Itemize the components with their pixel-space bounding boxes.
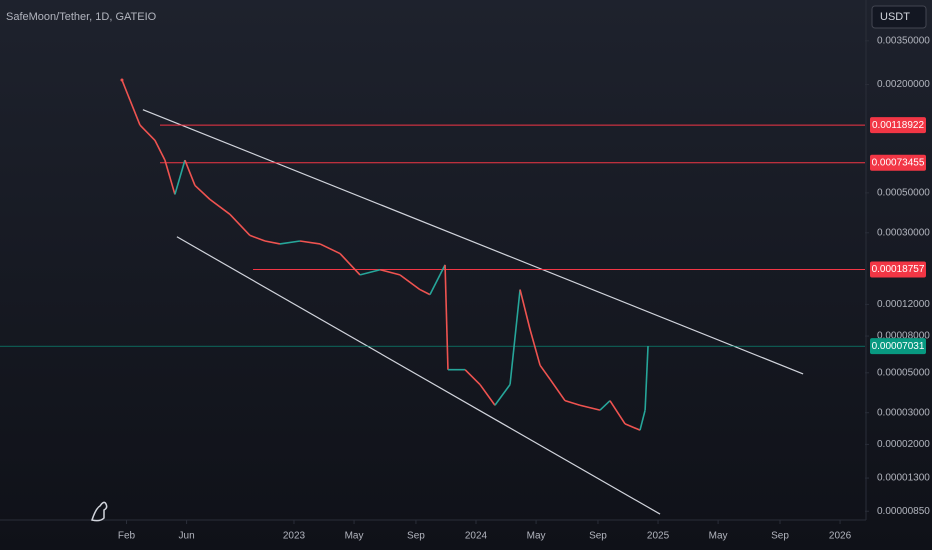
price-segment [339, 252, 361, 276]
y-tick-label: 0.00003000 [877, 407, 930, 418]
price-segment [121, 79, 131, 101]
y-tick-label: 0.00001300 [877, 473, 930, 484]
x-tick-label: Sep [407, 531, 425, 542]
price-label-box [870, 261, 926, 278]
x-tick-label: Jun [179, 531, 195, 542]
trend-line [176, 236, 661, 515]
chart-title: SafeMoon/Tether, 1D, GATEIO [6, 11, 157, 23]
price-segment [639, 409, 646, 431]
price-segment [379, 268, 401, 276]
price-label: 0.00007031 [872, 341, 925, 352]
price-label-box [870, 117, 926, 134]
price-segment [264, 240, 281, 245]
x-tick-label: 2025 [647, 531, 670, 542]
price-label-box [870, 154, 926, 171]
price-segment [279, 240, 301, 245]
price-segment [174, 159, 186, 195]
price-segment [644, 346, 649, 411]
currency-label[interactable]: USDT [880, 11, 910, 23]
price-segment [624, 423, 641, 431]
x-tick-label: May [709, 531, 728, 542]
y-tick-label: 0.00200000 [877, 79, 930, 90]
price-segment [464, 369, 481, 386]
price-segment [249, 234, 266, 242]
x-tick-label: May [345, 531, 364, 542]
x-tick-label: 2026 [829, 531, 852, 542]
price-segment [194, 184, 211, 200]
y-tick-label: 0.00350000 [877, 35, 930, 46]
price-segment [564, 399, 581, 407]
price-segment [429, 264, 446, 295]
y-tick-label: 0.00008000 [877, 331, 930, 342]
price-label: 0.00073455 [872, 157, 925, 168]
y-tick-label: 0.00050000 [877, 188, 930, 199]
x-tick-label: Sep [771, 531, 789, 542]
price-segment [444, 264, 449, 370]
price-segment [164, 159, 176, 195]
price-segment [599, 400, 611, 411]
price-segment [494, 384, 511, 406]
price-segment [549, 378, 566, 402]
y-tick-label: 0.00000850 [877, 506, 930, 517]
price-segment [184, 159, 196, 186]
price-segment [319, 243, 341, 255]
price-segment [139, 124, 156, 141]
price-segment [209, 198, 231, 215]
price-segment [539, 364, 551, 380]
price-segment [399, 274, 421, 291]
y-tick-label: 0.00030000 [877, 227, 930, 238]
logo [91, 501, 108, 522]
x-tick-label: 2023 [283, 531, 306, 542]
price-label: 0.00018757 [872, 264, 925, 275]
x-tick-label: Feb [118, 531, 136, 542]
x-tick-label: 2024 [465, 531, 488, 542]
price-segment [529, 329, 541, 366]
price-segment [519, 289, 531, 330]
y-tick-label: 0.00002000 [877, 439, 930, 450]
price-label-box [870, 338, 926, 355]
price-segment [579, 404, 601, 411]
trend-line [142, 109, 804, 375]
price-segment [359, 268, 381, 276]
price-segment [609, 400, 626, 425]
price-segment [419, 288, 431, 296]
currency-button[interactable] [871, 5, 927, 29]
price-segment [299, 240, 321, 245]
y-tick-label: 0.00005000 [877, 367, 930, 378]
x-tick-label: May [527, 531, 546, 542]
x-tick-label: Sep [589, 531, 607, 542]
price-segment [154, 139, 166, 161]
price-segment [479, 384, 496, 406]
price-segment [129, 99, 141, 126]
price-segment [509, 289, 521, 385]
y-tick-label: 0.00012000 [877, 299, 930, 310]
price-segment [229, 213, 251, 236]
price-label: 0.00118922 [872, 120, 925, 131]
